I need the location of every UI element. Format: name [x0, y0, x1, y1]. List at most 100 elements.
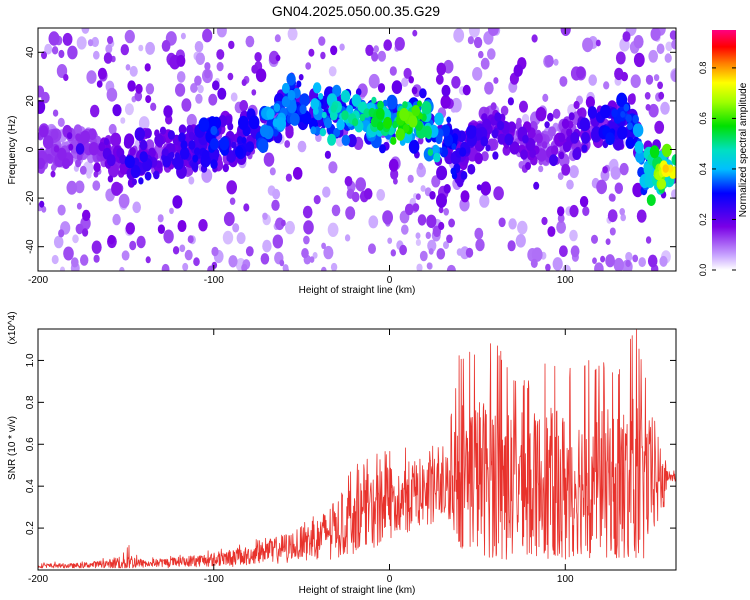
- heatmap-blob: [347, 134, 357, 148]
- heatmap-blob: [201, 149, 210, 160]
- heatmap-blob: [305, 62, 312, 70]
- heatmap-blob: [472, 67, 483, 81]
- heatmap-blob: [552, 257, 563, 271]
- heatmap-blob: [123, 136, 133, 149]
- heatmap-blob: [169, 151, 175, 159]
- heatmap-blob: [144, 63, 151, 72]
- heatmap-blob: [38, 85, 45, 98]
- bottom-x-tick-label: 0: [387, 574, 393, 585]
- heatmap-blob: [636, 209, 647, 223]
- heatmap-blob: [58, 49, 65, 59]
- heatmap-blob: [625, 259, 631, 268]
- heatmap-blob: [188, 140, 196, 150]
- heatmap-blob: [93, 50, 100, 60]
- heatmap-blob: [664, 53, 672, 63]
- heatmap-blob: [132, 201, 141, 214]
- heatmap-blob: [500, 105, 509, 116]
- heatmap-blob: [68, 143, 74, 151]
- heatmap-blob: [659, 255, 668, 267]
- heatmap-blob: [351, 94, 362, 107]
- heatmap-blob: [195, 93, 203, 104]
- heatmap-blob: [329, 110, 338, 121]
- heatmap-blob: [585, 96, 596, 109]
- heatmap-blob: [93, 171, 99, 178]
- heatmap-blob: [186, 166, 194, 176]
- heatmap-blob: [610, 166, 621, 180]
- heatmap-blob: [121, 250, 130, 261]
- heatmap-blob: [286, 73, 296, 86]
- heatmap-blob: [135, 83, 143, 94]
- heatmap-blob: [522, 113, 530, 124]
- heatmap-blob: [180, 140, 188, 150]
- heatmap-blob: [107, 35, 114, 45]
- heatmap-blob: [476, 184, 482, 191]
- heatmap-blob: [219, 136, 230, 151]
- heatmap-blob: [163, 105, 173, 118]
- heatmap-blob: [432, 144, 439, 154]
- heatmap-blob: [72, 234, 79, 244]
- heatmap-blob: [419, 250, 428, 262]
- heatmap-blob: [480, 136, 489, 147]
- heatmap-blob: [319, 128, 327, 137]
- heatmap-blob: [373, 45, 380, 53]
- bottom-x-tick-label: -100: [204, 574, 224, 585]
- heatmap-blob: [376, 121, 384, 131]
- colorbar-tick-label: 0.4: [698, 163, 708, 176]
- heatmap-blob: [421, 101, 432, 115]
- heatmap-blob: [581, 131, 590, 144]
- heatmap-blob: [594, 262, 604, 271]
- heatmap-blob: [243, 203, 250, 212]
- top-x-axis: -200 -100 0 100: [28, 28, 574, 286]
- heatmap-blob: [222, 230, 234, 245]
- heatmap-blob: [235, 146, 244, 158]
- heatmap-blob: [491, 129, 499, 139]
- heatmap-blob: [474, 227, 484, 240]
- heatmap-blob: [600, 104, 611, 119]
- heatmap-blob: [548, 126, 556, 137]
- heatmap-blob: [436, 248, 446, 260]
- heatmap-blob: [226, 180, 237, 195]
- heatmap-blob: [292, 167, 303, 180]
- heatmap-blob: [613, 257, 624, 271]
- heatmap-blob: [375, 107, 385, 120]
- heatmap-blob: [612, 136, 624, 151]
- heatmap-blob: [310, 126, 317, 135]
- heatmap-blob: [417, 100, 422, 107]
- heatmap-blob: [389, 66, 397, 76]
- heatmap-blob: [465, 125, 477, 139]
- bottom-x-axis: -200 -100 0 100: [28, 329, 574, 585]
- heatmap-blob: [404, 203, 414, 216]
- heatmap-blob: [93, 162, 101, 173]
- heatmap-blob: [648, 103, 659, 118]
- heatmap-blob: [484, 107, 490, 115]
- heatmap-blob: [446, 234, 453, 244]
- top-y-axis-label: Frequency (Hz): [7, 116, 18, 185]
- heatmap-blob: [323, 245, 334, 260]
- heatmap-blob: [622, 31, 631, 42]
- heatmap-blob: [163, 229, 174, 244]
- heatmap-blob: [465, 247, 474, 258]
- heatmap-blob: [438, 221, 445, 231]
- heatmap-blob: [440, 95, 451, 109]
- heatmap-blob: [150, 102, 157, 112]
- heatmap-blob: [139, 151, 148, 163]
- heatmap-blob: [145, 41, 156, 55]
- heatmap-blob: [557, 213, 565, 223]
- heatmap-blob: [138, 177, 144, 185]
- heatmap-blob: [71, 257, 79, 268]
- heatmap-blob: [80, 254, 89, 266]
- heatmap-blob: [159, 126, 167, 135]
- heatmap-blob: [607, 209, 618, 223]
- heatmap-blob: [136, 235, 146, 249]
- heatmap-blob: [90, 104, 100, 118]
- heatmap-blob: [58, 229, 65, 238]
- heatmap-blob: [436, 165, 448, 181]
- bottom-y-tick-label: 1.0: [25, 353, 36, 367]
- heatmap-blob: [103, 52, 113, 64]
- heatmap-blob: [572, 148, 582, 160]
- heatmap-blob: [41, 206, 47, 213]
- heatmap-blob: [632, 182, 644, 198]
- heatmap-blob: [480, 57, 490, 70]
- heatmap-blob: [134, 127, 145, 141]
- heatmap-blob: [51, 164, 57, 172]
